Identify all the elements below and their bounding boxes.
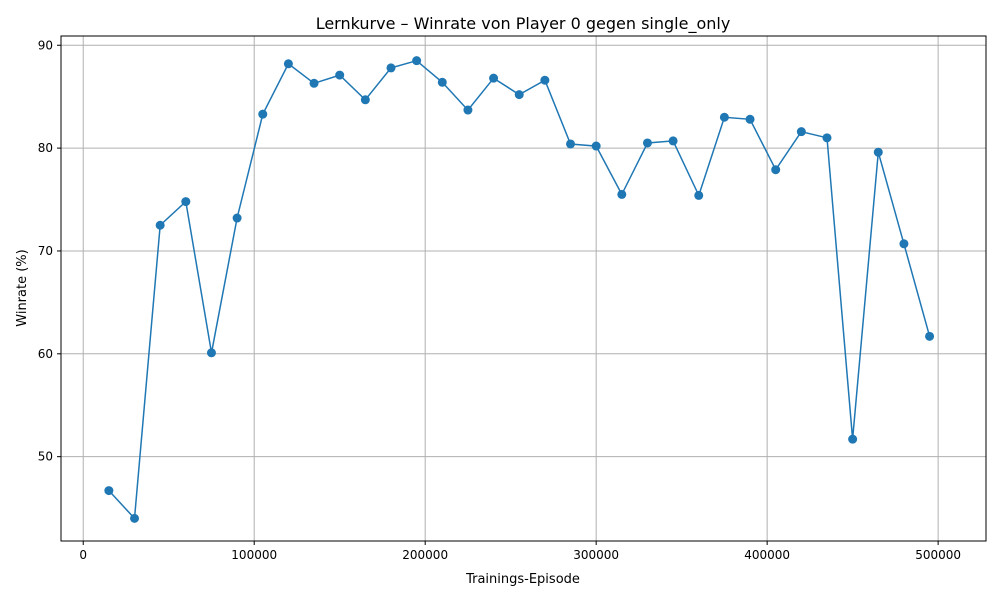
- data-point: [309, 78, 319, 88]
- x-tick-label: 400000: [744, 548, 790, 562]
- x-axis-label: Trainings-Episode: [465, 572, 580, 587]
- data-point: [719, 112, 729, 122]
- x-tick-label: 0: [79, 548, 87, 562]
- data-point: [642, 138, 652, 148]
- data-point: [694, 190, 704, 200]
- data-point: [437, 77, 447, 87]
- data-point: [463, 105, 473, 115]
- y-tick-label: 50: [38, 450, 53, 464]
- data-point: [873, 147, 883, 157]
- series-line: [108, 59, 931, 521]
- data-point: [104, 486, 114, 496]
- data-point: [925, 331, 935, 341]
- data-point: [514, 90, 524, 100]
- x-tick-label: 200000: [402, 548, 448, 562]
- data-point: [181, 197, 191, 207]
- data-point: [745, 114, 755, 124]
- data-point: [591, 141, 601, 151]
- data-points: [104, 56, 935, 523]
- grid-lines: [61, 36, 986, 541]
- x-tick-label: 300000: [573, 548, 619, 562]
- data-point: [283, 59, 293, 69]
- y-tick-label: 70: [38, 244, 53, 258]
- data-point: [232, 213, 242, 223]
- data-point: [360, 95, 370, 105]
- data-point: [540, 75, 550, 85]
- x-tick-label: 500000: [915, 548, 961, 562]
- data-point: [386, 63, 396, 73]
- data-point: [489, 73, 499, 83]
- data-point: [155, 220, 165, 230]
- data-point: [822, 133, 832, 143]
- data-point: [899, 239, 909, 249]
- y-axis-label: Winrate (%): [15, 249, 30, 326]
- data-point: [335, 70, 345, 80]
- y-tick-label: 60: [38, 347, 53, 361]
- data-point: [412, 56, 422, 66]
- data-point: [796, 127, 806, 137]
- data-point: [617, 189, 627, 199]
- data-point: [130, 513, 140, 523]
- x-tick-label: 100000: [231, 548, 277, 562]
- data-point: [848, 434, 858, 444]
- data-point: [771, 165, 781, 175]
- y-tick-label: 80: [38, 141, 53, 155]
- chart-title: Lernkurve – Winrate von Player 0 gegen s…: [316, 14, 731, 34]
- plot-area-frame: [60, 35, 987, 542]
- axis-ticks: 0 100000 200000 300000 400000 500000 50 60 70 80 9…: [38, 38, 961, 562]
- y-tick-label: 90: [38, 38, 53, 52]
- data-point: [668, 136, 678, 146]
- data-point: [258, 109, 268, 119]
- data-point: [206, 348, 216, 358]
- data-point: [566, 139, 576, 149]
